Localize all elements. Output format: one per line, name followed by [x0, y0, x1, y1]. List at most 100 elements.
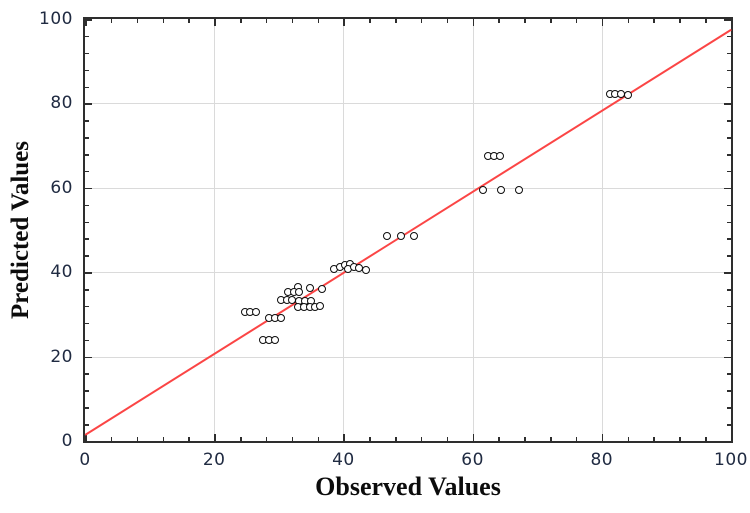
tick-mark [705, 19, 707, 23]
tick-mark [85, 86, 89, 89]
plot-area [83, 17, 733, 443]
tick-mark [110, 19, 113, 23]
tick-mark [85, 154, 89, 156]
regression-line [84, 28, 732, 436]
gridline [85, 272, 731, 274]
tick-mark [575, 437, 578, 441]
tick-mark [727, 221, 731, 224]
y-tick-label: 100 [39, 9, 73, 29]
y-tick-label: 60 [50, 177, 73, 198]
tick-mark [85, 19, 87, 26]
tick-mark [724, 272, 731, 274]
tick-mark [369, 19, 371, 23]
tick-mark [85, 35, 89, 38]
data-point [270, 336, 279, 345]
tick-mark [727, 424, 731, 426]
tick-mark [727, 35, 731, 38]
gridline [343, 19, 345, 441]
tick-mark [498, 19, 500, 23]
tick-mark [85, 424, 89, 426]
gridline [85, 187, 731, 189]
tick-mark [727, 407, 731, 409]
x-tick-label: 20 [202, 450, 226, 470]
tick-mark [343, 19, 345, 26]
tick-mark [85, 238, 89, 240]
tick-mark [162, 19, 165, 23]
tick-mark [85, 170, 89, 173]
tick-mark [724, 19, 731, 21]
tick-mark [446, 437, 449, 441]
tick-mark [85, 322, 89, 325]
tick-mark [240, 437, 242, 441]
tick-mark [85, 120, 89, 122]
tick-mark [265, 437, 268, 441]
tick-mark [85, 204, 89, 207]
tick-mark [724, 441, 731, 443]
tick-mark [214, 19, 216, 26]
tick-mark [291, 437, 294, 441]
x-tick-label: 60 [461, 450, 484, 470]
tick-mark [601, 434, 604, 441]
tick-mark [727, 204, 731, 207]
tick-mark [653, 19, 655, 23]
tick-mark [446, 19, 449, 23]
x-tick-label: 100 [714, 450, 748, 470]
tick-mark [136, 19, 139, 23]
tick-mark [85, 52, 89, 55]
tick-mark [524, 437, 526, 441]
tick-mark [727, 238, 731, 240]
tick-mark [85, 272, 92, 274]
tick-mark [85, 356, 92, 359]
tick-mark [136, 437, 139, 441]
tick-mark [343, 434, 345, 441]
tick-mark [85, 19, 92, 21]
tick-mark [420, 437, 423, 441]
x-tick-label: 40 [332, 450, 355, 470]
data-point [316, 302, 325, 311]
tick-mark [550, 19, 552, 23]
y-tick-label: 40 [50, 262, 73, 283]
tick-mark [317, 437, 320, 441]
tick-mark [472, 19, 475, 26]
tick-mark [727, 373, 731, 375]
tick-mark [724, 356, 731, 359]
tick-mark [85, 434, 87, 441]
tick-mark [162, 437, 165, 441]
data-point [396, 232, 405, 241]
tick-mark [85, 305, 89, 308]
tick-mark [705, 437, 707, 441]
data-point [410, 232, 419, 241]
tick-mark [627, 437, 630, 441]
tick-mark [575, 19, 578, 23]
tick-mark [498, 437, 500, 441]
gridline [85, 356, 731, 358]
tick-mark [727, 305, 731, 308]
tick-mark [727, 120, 731, 122]
tick-mark [85, 289, 89, 291]
tick-mark [731, 19, 733, 26]
gridline [214, 19, 216, 441]
tick-mark [727, 170, 731, 173]
tick-mark [550, 437, 552, 441]
data-point [515, 185, 524, 194]
tick-mark [369, 437, 371, 441]
data-point [251, 307, 260, 316]
tick-mark [727, 289, 731, 291]
gridline [601, 19, 603, 441]
tick-mark [85, 137, 89, 139]
tick-mark [85, 407, 89, 409]
tick-mark [727, 255, 731, 257]
y-tick-label: 20 [50, 346, 73, 367]
tick-mark [724, 187, 731, 190]
tick-mark [85, 103, 92, 105]
tick-mark [85, 441, 92, 443]
data-point [478, 185, 487, 194]
tick-mark [727, 390, 731, 392]
tick-mark [85, 373, 89, 375]
data-point [623, 90, 632, 99]
tick-mark [727, 322, 731, 325]
tick-mark [679, 437, 681, 441]
tick-mark [85, 221, 89, 224]
tick-mark [188, 19, 190, 23]
data-point [495, 151, 504, 160]
